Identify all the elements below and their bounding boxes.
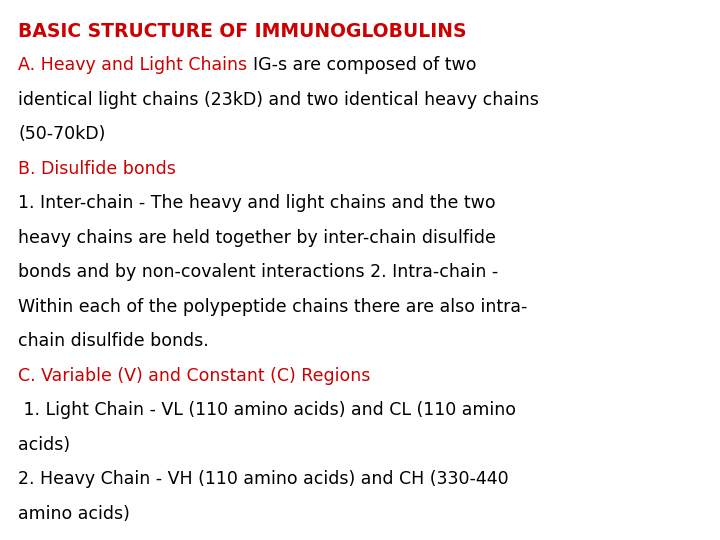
Text: 1. Light Chain - VL (110 amino acids) and CL (110 amino: 1. Light Chain - VL (110 amino acids) an… <box>18 402 516 420</box>
Text: heavy chains are held together by inter-chain disulfide: heavy chains are held together by inter-… <box>18 229 496 247</box>
Text: acids): acids) <box>18 436 70 454</box>
Text: identical light chains (23kD) and two identical heavy chains: identical light chains (23kD) and two id… <box>18 91 539 109</box>
Text: Within each of the polypeptide chains there are also intra-: Within each of the polypeptide chains th… <box>18 298 527 316</box>
Text: IG-s are composed of two: IG-s are composed of two <box>253 57 476 75</box>
Text: amino acids): amino acids) <box>18 505 130 523</box>
Text: C. Variable (V) and Constant (C) Regions: C. Variable (V) and Constant (C) Regions <box>18 367 370 385</box>
Text: B. Disulfide bonds: B. Disulfide bonds <box>18 160 176 178</box>
Text: (50-70kD): (50-70kD) <box>18 125 105 144</box>
Text: BASIC STRUCTURE OF IMMUNOGLOBULINS: BASIC STRUCTURE OF IMMUNOGLOBULINS <box>18 22 467 41</box>
Text: 2. Heavy Chain - VH (110 amino acids) and CH (330-440: 2. Heavy Chain - VH (110 amino acids) an… <box>18 470 508 489</box>
Text: A. Heavy and Light Chains: A. Heavy and Light Chains <box>18 57 253 75</box>
Text: 1. Inter-chain - The heavy and light chains and the two: 1. Inter-chain - The heavy and light cha… <box>18 194 495 213</box>
Text: bonds and by non-covalent interactions 2. Intra-chain -: bonds and by non-covalent interactions 2… <box>18 264 498 281</box>
Text: chain disulfide bonds.: chain disulfide bonds. <box>18 333 209 350</box>
